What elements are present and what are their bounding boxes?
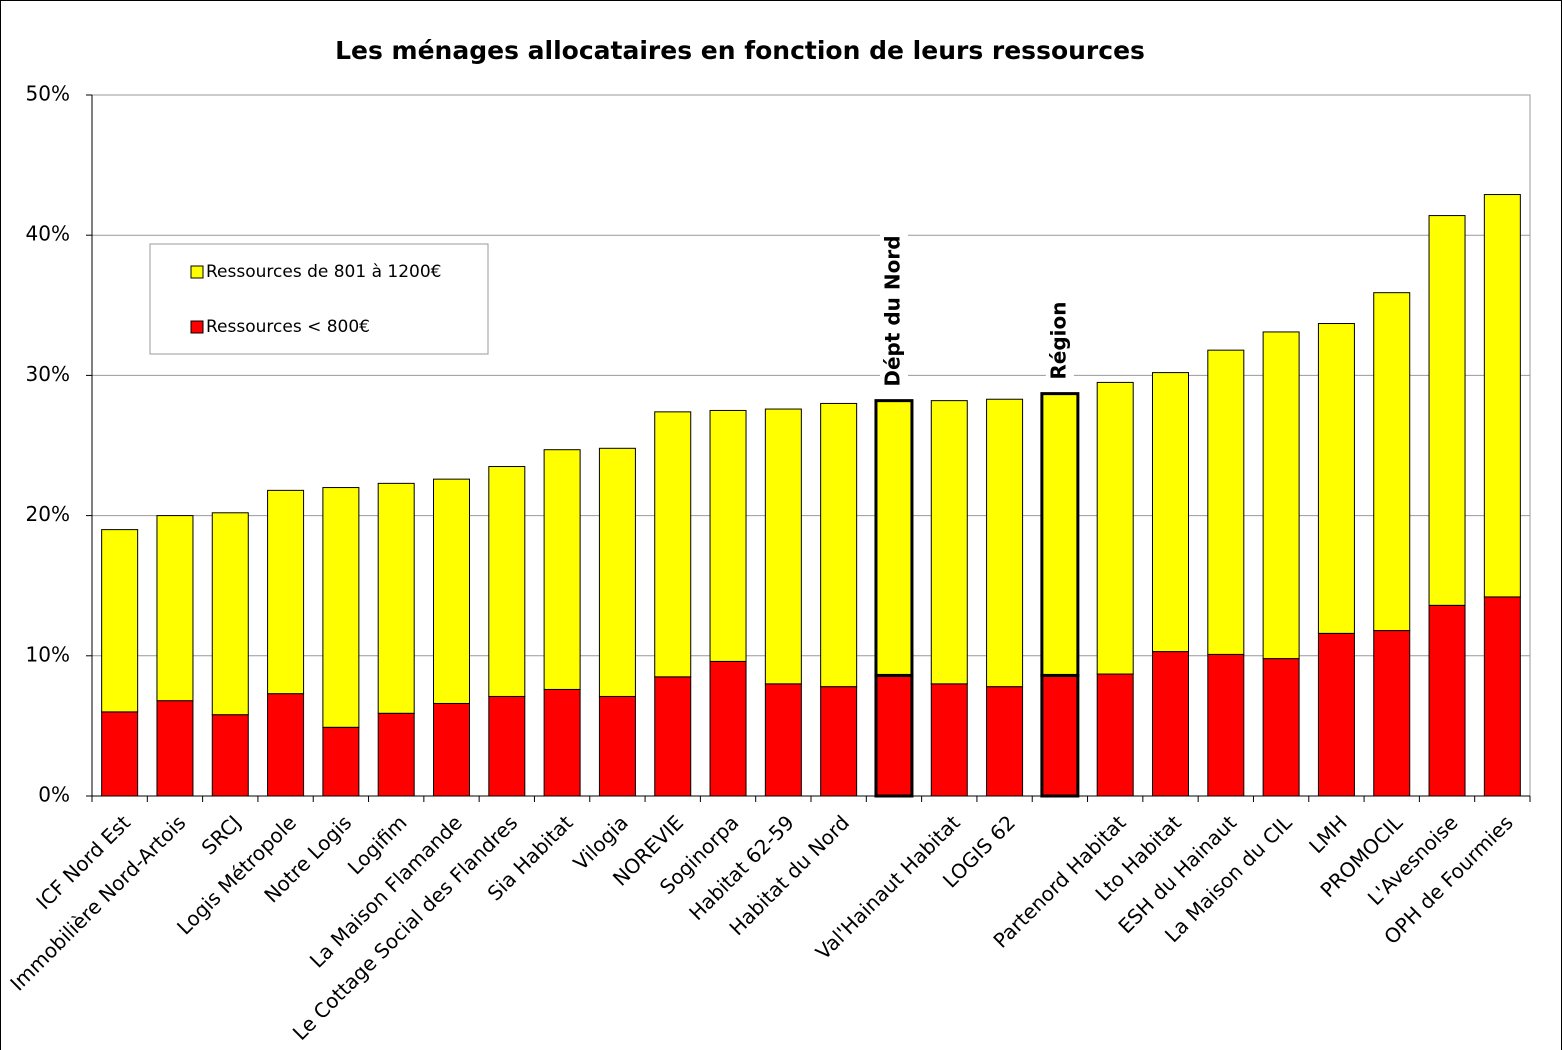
- bar-segment: [211, 714, 249, 797]
- bar-segment: [488, 466, 526, 697]
- bar-segment: [543, 688, 581, 797]
- bar-segment: [709, 660, 747, 797]
- plot-area: [91, 94, 1531, 797]
- bar-segment: [433, 702, 470, 797]
- bar-segment: [1262, 331, 1300, 660]
- bar-segment: [764, 408, 802, 685]
- bar-segment: [930, 683, 968, 797]
- bar-segment: [156, 700, 194, 797]
- bar-segment: [1428, 604, 1466, 797]
- x-tick-label: ICF Nord Est: [31, 810, 135, 914]
- bar-segment: [1152, 651, 1189, 797]
- legend-swatch: [190, 265, 204, 279]
- chart-title: Les ménages allocataires en fonction de …: [335, 36, 1145, 65]
- annotation: Région: [1046, 302, 1070, 380]
- y-tick-label: 0%: [38, 783, 70, 807]
- bar-segment: [267, 489, 305, 695]
- bar-segment: [101, 529, 139, 713]
- bar-segment: [433, 478, 470, 704]
- annotation: Dépt du Nord: [880, 235, 904, 386]
- bar-segment: [1373, 292, 1411, 632]
- bar-segment: [322, 726, 360, 797]
- bar-segment: [874, 399, 914, 677]
- bar-segment: [1040, 673, 1080, 798]
- bar-segment: [820, 402, 858, 688]
- bar-segment: [1262, 658, 1300, 797]
- y-tick-label: 30%: [26, 362, 70, 386]
- bar-segment: [1096, 673, 1134, 797]
- bar-segment: [1152, 372, 1189, 653]
- bar-segment: [709, 409, 747, 662]
- annotation-bg: [1045, 295, 1074, 382]
- bar-segment: [598, 447, 636, 697]
- legend-box: [149, 243, 489, 355]
- bar-segment: [1040, 392, 1080, 677]
- bar-segment: [986, 686, 1024, 797]
- bar-segment: [654, 411, 692, 678]
- bar-segment: [1428, 215, 1466, 606]
- bar-segment: [377, 712, 415, 797]
- bar-segment: [1207, 653, 1245, 797]
- bar-segment: [156, 515, 194, 702]
- bar-segment: [322, 487, 360, 728]
- y-tick-label: 20%: [26, 502, 70, 526]
- annotation-bg: [879, 228, 908, 389]
- bar-segment: [1207, 349, 1245, 655]
- bar-segment: [598, 695, 636, 797]
- bar-segment: [986, 398, 1024, 688]
- bar-segment: [488, 695, 526, 797]
- bar-segment: [377, 482, 415, 714]
- y-tick-label: 40%: [26, 222, 70, 246]
- y-tick-label: 10%: [26, 642, 70, 666]
- bar-segment: [764, 683, 802, 797]
- x-tick-label: SRCJ: [197, 810, 246, 859]
- legend-label: Ressources de 801 à 1200€: [206, 262, 442, 282]
- bar-segment: [654, 676, 692, 797]
- legend-label: Ressources < 800€: [206, 317, 370, 337]
- bar-segment: [1483, 596, 1521, 797]
- bar-segment: [1317, 323, 1355, 634]
- y-tick-label: 50%: [26, 82, 70, 106]
- bar-segment: [930, 400, 968, 685]
- bar-segment: [1373, 630, 1411, 797]
- legend-swatch: [190, 320, 204, 334]
- bar-segment: [1096, 381, 1134, 675]
- bar-segment: [543, 449, 581, 690]
- bar-segment: [874, 673, 914, 798]
- bar-segment: [101, 711, 139, 797]
- bar-segment: [820, 686, 858, 797]
- bar-segment: [267, 693, 305, 797]
- bar-segment: [1317, 632, 1355, 797]
- bar-segment: [211, 512, 249, 716]
- x-tick-label: LMH: [1304, 810, 1352, 858]
- bar-segment: [1483, 194, 1521, 598]
